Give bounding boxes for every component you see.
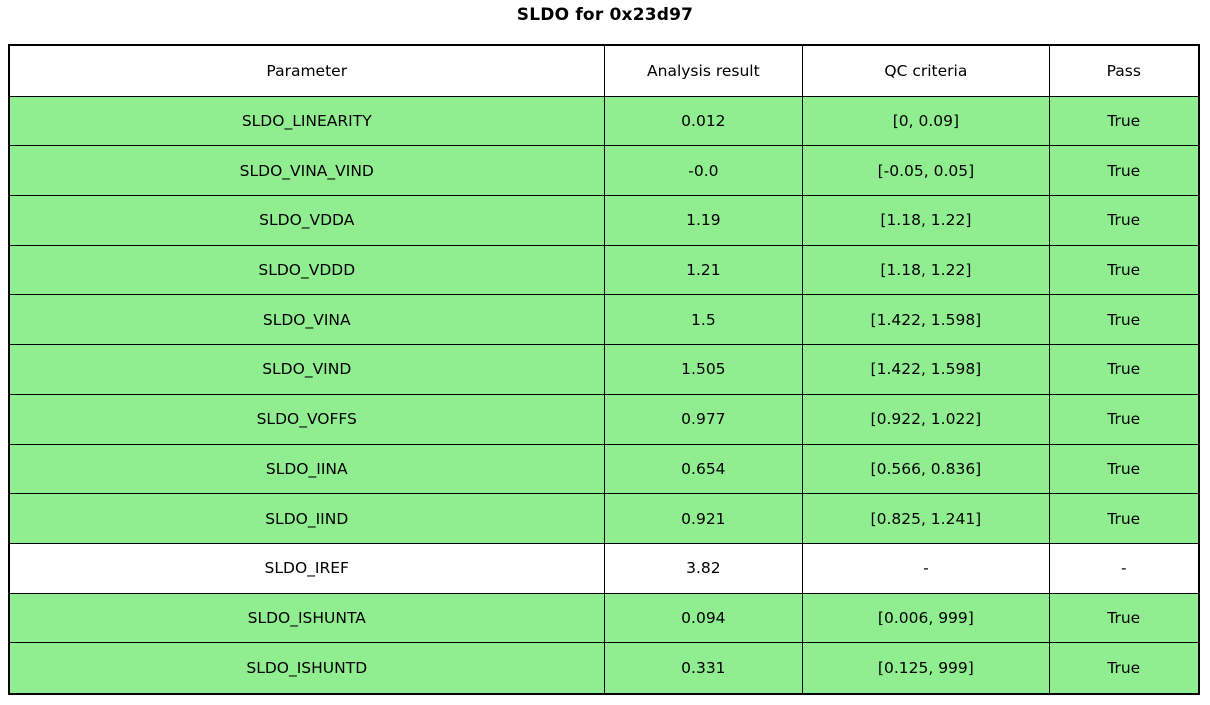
column-header-analysis-result: Analysis result xyxy=(603,44,804,97)
parameter-cell: SLDO_VOFFS xyxy=(8,393,605,445)
pass-cell: True xyxy=(1048,244,1200,296)
result-cell: 1.19 xyxy=(603,194,804,246)
parameter-cell: SLDO_VDDD xyxy=(8,244,605,296)
result-cell: 3.82 xyxy=(603,542,804,594)
pass-cell: True xyxy=(1048,592,1200,644)
pass-cell: True xyxy=(1048,194,1200,246)
pass-cell: True xyxy=(1048,95,1200,147)
pass-cell: True xyxy=(1048,642,1200,695)
table-header: Parameter Analysis result QC criteria Pa… xyxy=(8,44,1200,97)
qc-results-table: Parameter Analysis result QC criteria Pa… xyxy=(8,44,1200,695)
parameter-cell: SLDO_VDDA xyxy=(8,194,605,246)
table-row: SLDO_LINEARITY 0.012 [0, 0.09] True xyxy=(8,95,1200,147)
pass-cell: True xyxy=(1048,294,1200,346)
result-cell: 0.331 xyxy=(603,642,804,695)
parameter-cell: SLDO_IREF xyxy=(8,542,605,594)
table-row: SLDO_ISHUNTA 0.094 [0.006, 999] True xyxy=(8,592,1200,644)
criteria-cell: [1.18, 1.22] xyxy=(802,194,1050,246)
criteria-cell: [-0.05, 0.05] xyxy=(802,145,1050,196)
criteria-cell: [1.422, 1.598] xyxy=(802,294,1050,346)
pass-cell: True xyxy=(1048,145,1200,196)
criteria-cell: [0.125, 999] xyxy=(802,642,1050,695)
table-row: SLDO_ISHUNTD 0.331 [0.125, 999] True xyxy=(8,642,1200,695)
result-cell: 0.977 xyxy=(603,393,804,445)
table-row: SLDO_IINA 0.654 [0.566, 0.836] True xyxy=(8,443,1200,495)
parameter-cell: SLDO_ISHUNTD xyxy=(8,642,605,695)
criteria-cell: [0.825, 1.241] xyxy=(802,493,1050,544)
pass-cell: True xyxy=(1048,493,1200,544)
parameter-cell: SLDO_VIND xyxy=(8,344,605,395)
criteria-cell: - xyxy=(802,542,1050,594)
result-cell: 0.012 xyxy=(603,95,804,147)
criteria-cell: [0.006, 999] xyxy=(802,592,1050,644)
criteria-cell: [0, 0.09] xyxy=(802,95,1050,147)
parameter-cell: SLDO_VINA xyxy=(8,294,605,346)
column-header-qc-criteria: QC criteria xyxy=(802,44,1050,97)
table-row: SLDO_IREF 3.82 - - xyxy=(8,542,1200,594)
result-cell: 1.21 xyxy=(603,244,804,296)
result-cell: 1.5 xyxy=(603,294,804,346)
pass-cell: True xyxy=(1048,443,1200,495)
page-title: SLDO for 0x23d97 xyxy=(516,5,694,25)
table-row: SLDO_VDDD 1.21 [1.18, 1.22] True xyxy=(8,244,1200,296)
result-cell: 1.505 xyxy=(603,344,804,395)
parameter-cell: SLDO_VINA_VIND xyxy=(8,145,605,196)
table-row: SLDO_IIND 0.921 [0.825, 1.241] True xyxy=(8,493,1200,544)
table-row: SLDO_VOFFS 0.977 [0.922, 1.022] True xyxy=(8,393,1200,445)
column-header-pass: Pass xyxy=(1048,44,1200,97)
table-row: SLDO_VDDA 1.19 [1.18, 1.22] True xyxy=(8,194,1200,246)
pass-cell: True xyxy=(1048,393,1200,445)
table-body: SLDO_LINEARITY 0.012 [0, 0.09] True SLDO… xyxy=(8,95,1200,695)
table-row: SLDO_VIND 1.505 [1.422, 1.598] True xyxy=(8,344,1200,395)
table-row: SLDO_VINA_VIND -0.0 [-0.05, 0.05] True xyxy=(8,145,1200,196)
criteria-cell: [0.922, 1.022] xyxy=(802,393,1050,445)
pass-cell: True xyxy=(1048,344,1200,395)
result-cell: 0.921 xyxy=(603,493,804,544)
result-cell: 0.654 xyxy=(603,443,804,495)
parameter-cell: SLDO_ISHUNTA xyxy=(8,592,605,644)
table-row: SLDO_VINA 1.5 [1.422, 1.598] True xyxy=(8,294,1200,346)
parameter-cell: SLDO_IINA xyxy=(8,443,605,495)
criteria-cell: [1.18, 1.22] xyxy=(802,244,1050,296)
parameter-cell: SLDO_LINEARITY xyxy=(8,95,605,147)
criteria-cell: [1.422, 1.598] xyxy=(802,344,1050,395)
result-cell: 0.094 xyxy=(603,592,804,644)
parameter-cell: SLDO_IIND xyxy=(8,493,605,544)
result-cell: -0.0 xyxy=(603,145,804,196)
column-header-parameter: Parameter xyxy=(8,44,605,97)
header-row: Parameter Analysis result QC criteria Pa… xyxy=(8,44,1200,97)
pass-cell: - xyxy=(1048,542,1200,594)
criteria-cell: [0.566, 0.836] xyxy=(802,443,1050,495)
